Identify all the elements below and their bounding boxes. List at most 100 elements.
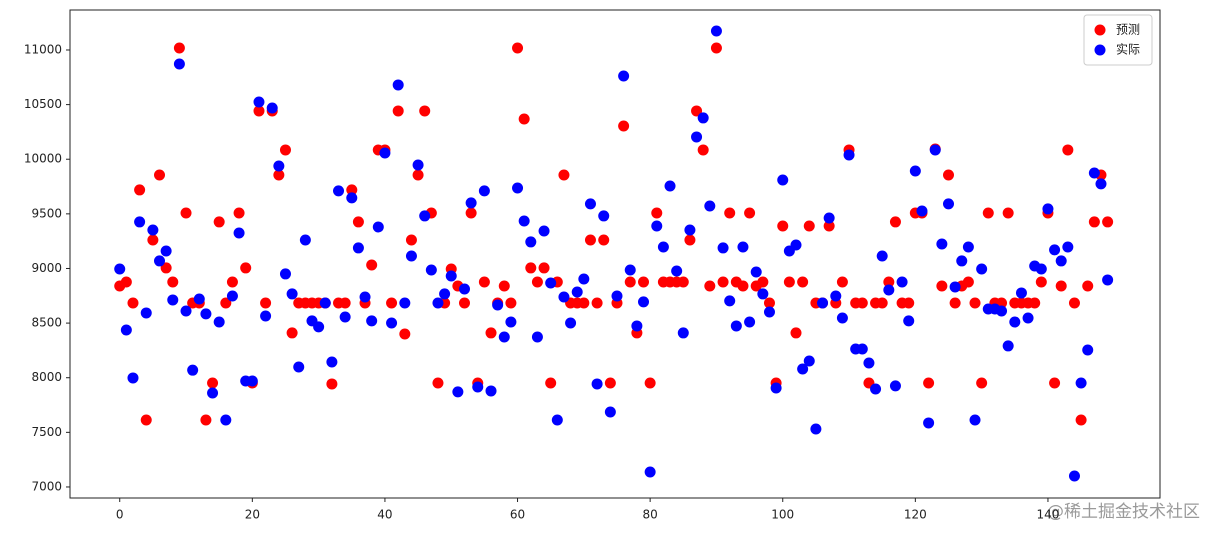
scatter-point — [863, 357, 875, 369]
scatter-point — [591, 297, 603, 309]
scatter-point — [677, 327, 689, 339]
scatter-point — [392, 105, 404, 117]
scatter-point — [618, 120, 630, 132]
scatter-point — [969, 414, 981, 426]
scatter-point — [538, 262, 550, 274]
scatter-point — [127, 372, 139, 384]
scatter-point — [836, 276, 848, 288]
scatter-point — [1062, 241, 1074, 253]
scatter-point — [870, 383, 882, 395]
scatter-point — [412, 159, 424, 171]
scatter-point — [737, 280, 749, 292]
scatter-point — [903, 297, 915, 309]
scatter-point — [836, 312, 848, 324]
scatter-point — [1002, 340, 1014, 352]
scatter-point — [996, 305, 1008, 317]
scatter-point — [253, 105, 265, 117]
scatter-point — [710, 25, 722, 37]
scatter-point — [1102, 274, 1114, 286]
scatter-point — [923, 417, 935, 429]
scatter-point — [1049, 244, 1061, 256]
scatter-point — [624, 264, 636, 276]
y-tick-label: 8500 — [31, 316, 62, 330]
scatter-point — [889, 380, 901, 392]
scatter-point — [392, 79, 404, 91]
scatter-point — [147, 224, 159, 236]
scatter-point — [618, 70, 630, 82]
scatter-point — [1029, 297, 1041, 309]
scatter-point — [120, 324, 132, 336]
scatter-point — [346, 184, 358, 196]
scatter-point — [505, 297, 517, 309]
scatter-point — [1055, 280, 1067, 292]
scatter-point — [498, 280, 510, 292]
scatter-point — [1088, 216, 1100, 228]
scatter-point — [154, 255, 166, 267]
scatter-point — [1075, 414, 1087, 426]
scatter-point — [273, 160, 285, 172]
scatter-point — [207, 387, 219, 399]
scatter-point — [584, 234, 596, 246]
scatter-point — [512, 42, 524, 54]
scatter-point — [797, 276, 809, 288]
scatter-point — [226, 276, 238, 288]
scatter-point — [578, 297, 590, 309]
scatter-point — [140, 307, 152, 319]
scatter-point — [584, 198, 596, 210]
scatter-point — [664, 180, 676, 192]
scatter-point — [962, 241, 974, 253]
scatter-point — [286, 288, 298, 300]
scatter-point — [1022, 312, 1034, 324]
y-tick-label: 7500 — [31, 425, 62, 439]
scatter-point — [187, 364, 199, 376]
scatter-point — [518, 113, 530, 125]
scatter-point — [432, 297, 444, 309]
scatter-point — [976, 263, 988, 275]
scatter-point — [273, 169, 285, 181]
scatter-point — [114, 263, 126, 275]
scatter-point — [790, 239, 802, 251]
x-tick-label: 20 — [245, 508, 260, 522]
x-tick-label: 80 — [642, 508, 657, 522]
scatter-point — [492, 299, 504, 311]
scatter-point — [439, 288, 451, 300]
scatter-point — [651, 220, 663, 232]
scatter-point — [339, 297, 351, 309]
scatter-point — [969, 297, 981, 309]
scatter-point — [286, 327, 298, 339]
scatter-point — [624, 276, 636, 288]
scatter-point — [1068, 297, 1080, 309]
scatter-point — [538, 225, 550, 237]
x-tick-label: 60 — [510, 508, 525, 522]
scatter-point — [651, 207, 663, 219]
legend-marker — [1094, 44, 1106, 56]
scatter-point — [525, 236, 537, 248]
scatter-point — [1095, 178, 1107, 190]
scatter-point — [697, 144, 709, 156]
scatter-point — [313, 321, 325, 333]
scatter-point — [220, 297, 232, 309]
x-tick-label: 140 — [1036, 508, 1059, 522]
scatter-point — [684, 234, 696, 246]
scatter-point — [783, 276, 795, 288]
scatter-point — [127, 297, 139, 309]
scatter-point — [1082, 344, 1094, 356]
scatter-point — [876, 297, 888, 309]
scatter-point — [333, 185, 345, 197]
scatter-point — [942, 198, 954, 210]
scatter-point — [883, 284, 895, 296]
y-tick-label: 9000 — [31, 261, 62, 275]
scatter-point — [817, 297, 829, 309]
scatter-point — [545, 377, 557, 389]
scatter-point — [339, 311, 351, 323]
scatter-point — [326, 378, 338, 390]
scatter-point — [213, 216, 225, 228]
scatter-point — [638, 296, 650, 308]
scatter-point — [949, 281, 961, 293]
scatter-point — [472, 381, 484, 393]
scatter-point — [299, 234, 311, 246]
scatter-point — [856, 343, 868, 355]
scatter-point — [710, 42, 722, 54]
scatter-point — [465, 207, 477, 219]
